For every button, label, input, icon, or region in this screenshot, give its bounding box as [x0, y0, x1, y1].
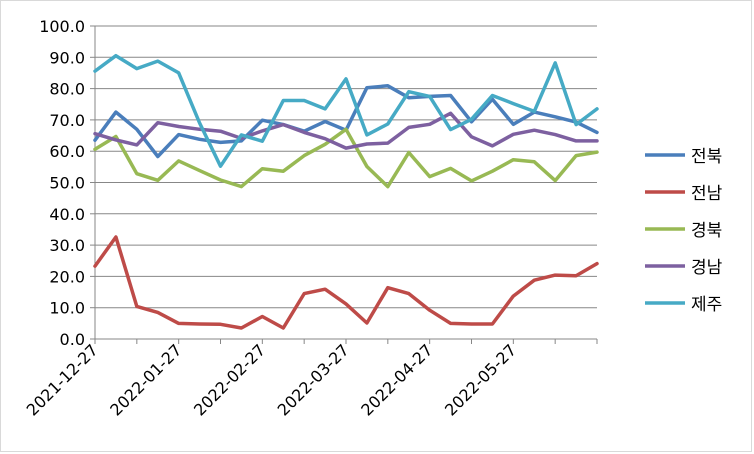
legend-label: 전남 [691, 184, 723, 204]
y-tick-label: 100.0 [39, 17, 85, 36]
series-line [93, 127, 599, 189]
y-tick-label: 80.0 [49, 80, 85, 99]
y-tick-label: 70.0 [49, 111, 85, 130]
series-line [93, 84, 599, 159]
x-tick-label: 2022-03-27 [274, 340, 353, 419]
legend-label: 경북 [691, 221, 722, 241]
x-axis-ticks: 2021-12-27 2022-01-27 2022-02-27 2022-03-27… [23, 339, 598, 420]
gridlines [95, 25, 597, 309]
y-axis-ticks: 0.0 10.0 20.0 30.0 40.0 50.0 60.0 70.0 80.0 90.0 1… [39, 17, 95, 349]
x-tick-label: 2022-01-27 [106, 340, 185, 419]
y-tick-label: 90.0 [49, 48, 85, 67]
series-lines [93, 53, 599, 330]
y-tick-label: 60.0 [49, 142, 85, 161]
y-tick-label: 20.0 [49, 267, 85, 286]
y-tick-label: 0.0 [60, 330, 85, 349]
legend-label: 전북 [691, 147, 722, 167]
series-line [93, 235, 599, 330]
y-tick-label: 40.0 [49, 205, 85, 224]
y-tick-label: 50.0 [49, 174, 85, 193]
legend-label: 제주 [691, 295, 722, 315]
legend-label: 경남 [691, 258, 723, 278]
y-tick-label: 30.0 [49, 236, 85, 255]
series-line [93, 111, 599, 150]
x-tick-label: 2021-12-27 [23, 340, 102, 419]
x-tick-label: 2022-04-27 [357, 340, 436, 419]
x-tick-label: 2022-02-27 [190, 340, 269, 419]
y-tick-label: 10.0 [49, 299, 85, 318]
x-tick-label: 2022-05-27 [441, 340, 520, 419]
series-line [93, 53, 599, 168]
